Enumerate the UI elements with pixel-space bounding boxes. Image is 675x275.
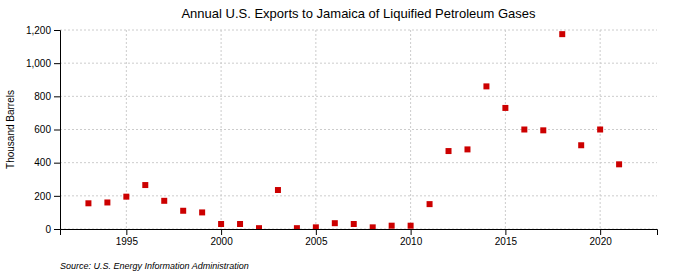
point <box>313 224 319 229</box>
tick-mark <box>126 229 127 235</box>
tick-mark <box>221 229 222 235</box>
grid-line <box>410 30 411 229</box>
point <box>332 220 338 226</box>
tick: 2000 <box>210 229 233 247</box>
point <box>446 148 452 154</box>
tick-mark <box>54 30 60 31</box>
y-axis: 0 200 400 600 800 1,000 1,200 <box>26 25 61 235</box>
point <box>161 198 167 204</box>
point <box>540 127 546 133</box>
point <box>502 105 508 111</box>
point <box>237 221 243 227</box>
tick: 1,000 <box>26 58 60 69</box>
point <box>389 223 395 229</box>
point <box>123 194 129 200</box>
tick-mark <box>505 229 506 235</box>
tick-mark <box>54 163 60 164</box>
point <box>408 223 414 229</box>
grid-line <box>60 30 657 31</box>
grid-line <box>60 195 657 196</box>
tick-mark <box>54 229 60 230</box>
point <box>616 161 622 167</box>
point <box>483 83 489 89</box>
point <box>597 127 603 133</box>
point <box>559 31 565 37</box>
grid-line <box>315 30 316 229</box>
point <box>85 200 91 206</box>
axis-line <box>61 230 658 236</box>
tick-label: 2020 <box>590 236 613 247</box>
tick: 400 <box>34 157 60 168</box>
point <box>180 208 186 214</box>
tick: 0 <box>45 224 60 235</box>
tick: 200 <box>34 191 60 202</box>
point <box>256 225 262 229</box>
grid-line <box>505 30 506 229</box>
title: Annual U.S. Exports to Jamaica of Liquif… <box>181 6 536 21</box>
tick-label: 2010 <box>400 236 423 247</box>
point <box>351 221 357 227</box>
tick-mark <box>54 96 60 97</box>
tick-label: 800 <box>34 91 51 102</box>
tick: 2020 <box>590 229 613 247</box>
point <box>370 224 376 229</box>
tick-label: 2000 <box>210 236 233 247</box>
tick-mark <box>54 196 60 197</box>
grid <box>60 30 657 229</box>
tick-mark <box>600 229 601 235</box>
tick: 1995 <box>116 229 139 247</box>
grid-line <box>60 129 657 130</box>
point <box>294 225 300 229</box>
tick-mark <box>54 130 60 131</box>
point <box>104 199 110 205</box>
tick-label: 0 <box>45 224 51 235</box>
tick-label: 1995 <box>116 236 139 247</box>
point <box>427 201 433 207</box>
axis-line <box>54 31 61 230</box>
point <box>275 187 281 193</box>
tick-label: 2015 <box>495 236 518 247</box>
chart: 1995 2000 2005 2010 2015 2020 0 200 400 600 800 1,0… <box>0 0 675 275</box>
point <box>218 221 224 227</box>
tick-mark <box>54 63 60 64</box>
tick-label: 1,000 <box>26 58 51 69</box>
tick: 600 <box>34 124 60 135</box>
grid-line <box>221 30 222 229</box>
tick-label: 200 <box>34 191 51 202</box>
point <box>521 127 527 133</box>
grid-line <box>60 63 657 64</box>
tick: 2015 <box>495 229 518 247</box>
points <box>85 31 622 229</box>
point <box>199 209 205 215</box>
tick: 2005 <box>305 229 328 247</box>
tick: 1,200 <box>26 25 60 36</box>
tick-label: 2005 <box>305 236 328 247</box>
plot: 1995 2000 2005 2010 2015 2020 0 200 400 600 800 1,0… <box>26 25 658 247</box>
tick-label: 600 <box>34 124 51 135</box>
tick-mark <box>316 229 317 235</box>
source-note: Source: U.S. Energy Information Administ… <box>60 261 249 271</box>
tick-label: 1,200 <box>26 25 51 36</box>
tick-label: 400 <box>34 157 51 168</box>
tick-mark <box>411 229 412 235</box>
y-axis-label: Thousand Barrels <box>5 90 16 169</box>
grid-line <box>60 96 657 97</box>
tick: 800 <box>34 91 60 102</box>
tick: 2010 <box>400 229 423 247</box>
x-axis: 1995 2000 2005 2010 2015 2020 <box>61 229 658 247</box>
point <box>464 146 470 152</box>
point <box>142 182 148 188</box>
grid-line <box>60 162 657 163</box>
point <box>578 142 584 148</box>
